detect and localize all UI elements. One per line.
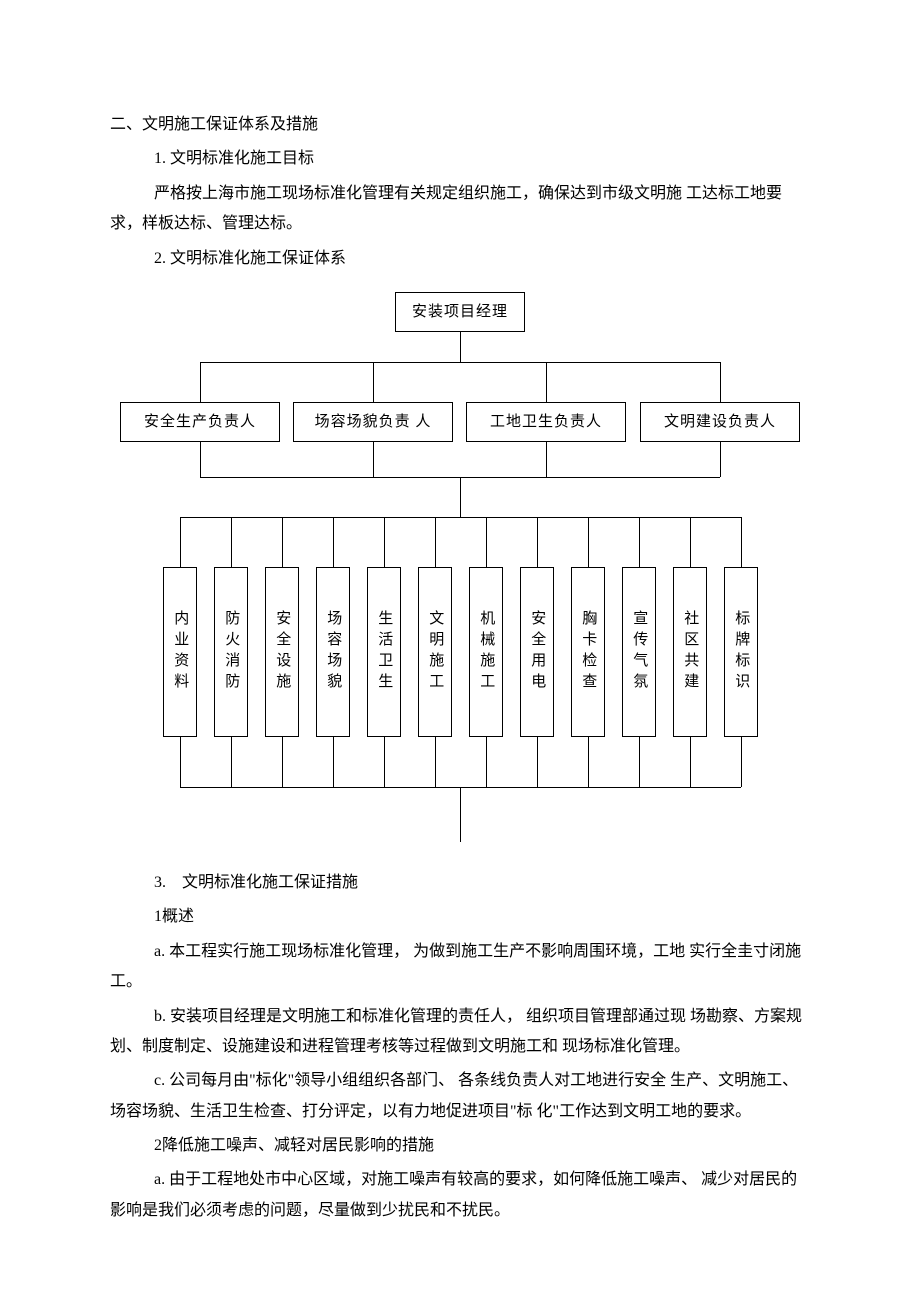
connector (282, 737, 283, 787)
connector (690, 517, 691, 567)
connector (741, 737, 742, 787)
connector (537, 517, 538, 567)
node-mid-1: 场容场貌负责 人 (293, 402, 453, 442)
connector (435, 737, 436, 787)
section-3-1-title: 1概述 (110, 902, 810, 932)
connector (435, 517, 436, 567)
leaf-0: 内业资料 (163, 567, 197, 737)
connector (200, 362, 201, 402)
leaf-8: 胸卡检查 (571, 567, 605, 737)
connector (373, 442, 374, 477)
connector (180, 737, 181, 787)
connector (486, 737, 487, 787)
connector (537, 737, 538, 787)
leaf-11: 标牌标识 (724, 567, 758, 737)
node-root: 安装项目经理 (395, 292, 525, 332)
connector (231, 737, 232, 787)
connector (720, 442, 721, 477)
connector (460, 477, 461, 517)
leaf-1: 防火消防 (214, 567, 248, 737)
connector (333, 517, 334, 567)
page: 二、文明施工保证体系及措施 1. 文明标准化施工目标 严格按上海市施工现场标准化… (0, 0, 920, 1303)
connector (231, 517, 232, 567)
leaf-6: 机械施工 (469, 567, 503, 737)
main-heading: 二、文明施工保证体系及措施 (110, 110, 810, 140)
connector (546, 362, 547, 402)
connector (639, 517, 640, 567)
connector (373, 362, 374, 402)
leaf-9: 宣传气氛 (622, 567, 656, 737)
section-3-2-a: a. 由于工程地处市中心区域，对施工噪声有较高的要求，如何降低施工噪声、 减少对… (110, 1165, 810, 1226)
section-2-title: 2. 文明标准化施工保证体系 (110, 244, 810, 274)
org-chart: 安装项目经理 安全生产负责人 场容场貌负责 人 工地卫生负责人 文明建设负责人 (110, 292, 810, 862)
connector (384, 517, 385, 567)
leaf-3: 场容场貌 (316, 567, 350, 737)
connector (546, 442, 547, 477)
leaf-4: 生活卫生 (367, 567, 401, 737)
connector (460, 332, 461, 362)
connector (282, 517, 283, 567)
leaf-10: 社区共建 (673, 567, 707, 737)
node-mid-0: 安全生产负责人 (120, 402, 280, 442)
connector (690, 737, 691, 787)
node-mid-3: 文明建设负责人 (640, 402, 800, 442)
node-mid-2: 工地卫生负责人 (466, 402, 626, 442)
connector (639, 737, 640, 787)
section-3-1-c: c. 公司每月由"标化"领导小组组织各部门、 各条线负责人对工地进行安全 生产、… (110, 1066, 810, 1127)
section-3-1-b: b. 安装项目经理是文明施工和标准化管理的责任人， 组织项目管理部通过现 场勘察… (110, 1002, 810, 1063)
connector (200, 442, 201, 477)
connector (384, 737, 385, 787)
section-3-title: 3. 文明标准化施工保证措施 (110, 868, 810, 898)
connector (180, 517, 181, 567)
section-3-1-a: a. 本工程实行施工现场标准化管理， 为做到施工生产不影响周围环境，工地 实行全… (110, 937, 810, 998)
connector (180, 517, 741, 518)
leaf-2: 安全设施 (265, 567, 299, 737)
connector (588, 737, 589, 787)
section-1-title: 1. 文明标准化施工目标 (110, 144, 810, 174)
connector (741, 517, 742, 567)
connector (333, 737, 334, 787)
connector (460, 787, 461, 842)
section-1-para: 严格按上海市施工现场标准化管理有关规定组织施工，确保达到市级文明施 工达标工地要… (110, 179, 810, 240)
leaf-5: 文明施工 (418, 567, 452, 737)
connector (720, 362, 721, 402)
section-3-2-title: 2降低施工噪声、减轻对居民影响的措施 (110, 1131, 810, 1161)
connector (486, 517, 487, 567)
connector (200, 362, 720, 363)
connector (588, 517, 589, 567)
leaf-7: 安全用电 (520, 567, 554, 737)
